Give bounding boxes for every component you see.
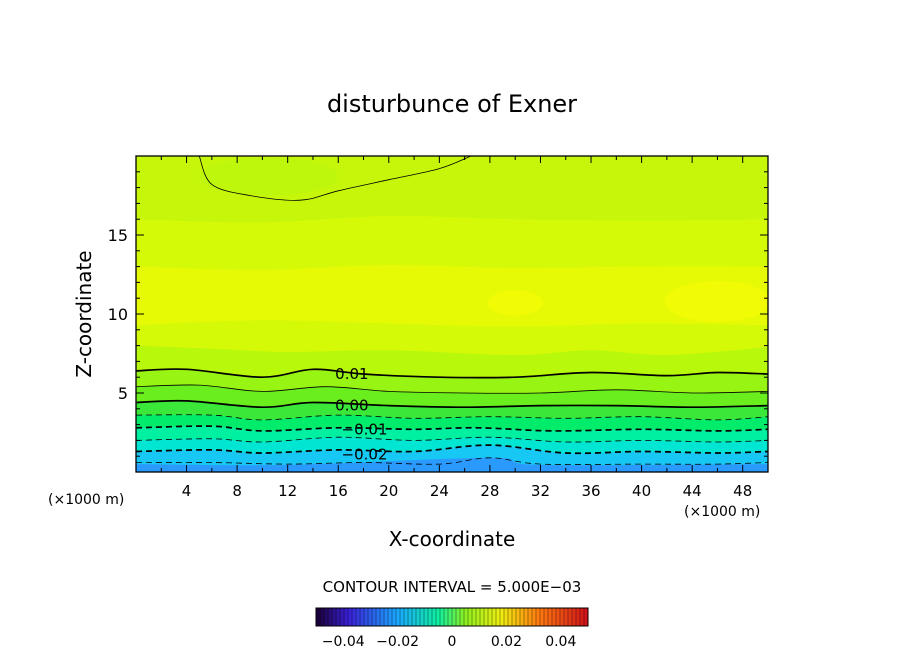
y-tick-label: 15 [108, 226, 128, 245]
contour-label: −0.01 [342, 420, 388, 438]
contour-line [136, 425, 768, 432]
colorbar: −0.04 −0.02 0 0.02 0.04 [315, 607, 589, 650]
x-tick-label: 24 [430, 482, 449, 500]
contour-labels: 0.01 0.00 −0.01 −0.02 [335, 365, 388, 464]
contour-line [136, 368, 768, 379]
chart-title: disturbunce of Exner [327, 90, 577, 118]
contour-line [136, 457, 768, 465]
colorbar-tick-label: 0 [448, 634, 457, 650]
contour-fill-highlight [199, 157, 339, 196]
contour-lines [136, 156, 768, 465]
x-tick-label: 20 [379, 482, 398, 500]
x-tick-label: 8 [232, 482, 242, 500]
colorbar-tick-label: 0.02 [491, 634, 522, 650]
contour-fill [136, 156, 768, 472]
colorbar-tick-label: 0.04 [545, 634, 576, 650]
x-tick-label: 32 [531, 482, 550, 500]
colorbar-tick-label: −0.04 [322, 634, 365, 650]
y-tick-label: 10 [108, 305, 128, 324]
x-unit-right: (×1000 m) [684, 504, 760, 520]
contour-label: −0.02 [342, 446, 388, 464]
y-axis-label: Z-coordinate [72, 250, 96, 377]
contour-line [136, 436, 768, 443]
x-axis-label: X-coordinate [389, 527, 516, 551]
x-tick-label: 4 [182, 482, 192, 500]
contour-label: 0.00 [335, 397, 368, 415]
contour-fill-highlight [487, 290, 544, 316]
x-tick-label: 28 [480, 482, 499, 500]
x-tick-label: 36 [581, 482, 600, 500]
contour-fill-highlight [664, 280, 768, 322]
x-tick-label: 40 [632, 482, 651, 500]
x-tick-label: 48 [733, 482, 752, 500]
colorbar-frame [315, 607, 589, 627]
contour-label: 0.01 [335, 365, 368, 383]
contour-line [136, 444, 768, 455]
colorbar-tick-label: −0.02 [376, 634, 419, 650]
contour-line [198, 156, 472, 201]
contour-line [136, 384, 768, 394]
x-axis: 4 8 12 16 20 24 28 32 36 40 44 48 [160, 156, 752, 500]
x-tick-label: 12 [278, 482, 297, 500]
contour-fill-band [136, 457, 768, 472]
colorbar-tick-labels: −0.04 −0.02 0 0.02 0.04 [322, 634, 577, 650]
x-unit-left: (×1000 m) [48, 492, 124, 508]
x-tick-label: 44 [683, 482, 702, 500]
contour-line [136, 399, 768, 409]
colorbar-segments [319, 608, 585, 626]
y-axis: 5 10 15 [108, 171, 768, 457]
contour-line [136, 414, 768, 421]
contour-interval-text: CONTOUR INTERVAL = 5.000E−03 [323, 578, 582, 596]
x-tick-label: 16 [329, 482, 348, 500]
y-tick-label: 5 [118, 384, 128, 403]
